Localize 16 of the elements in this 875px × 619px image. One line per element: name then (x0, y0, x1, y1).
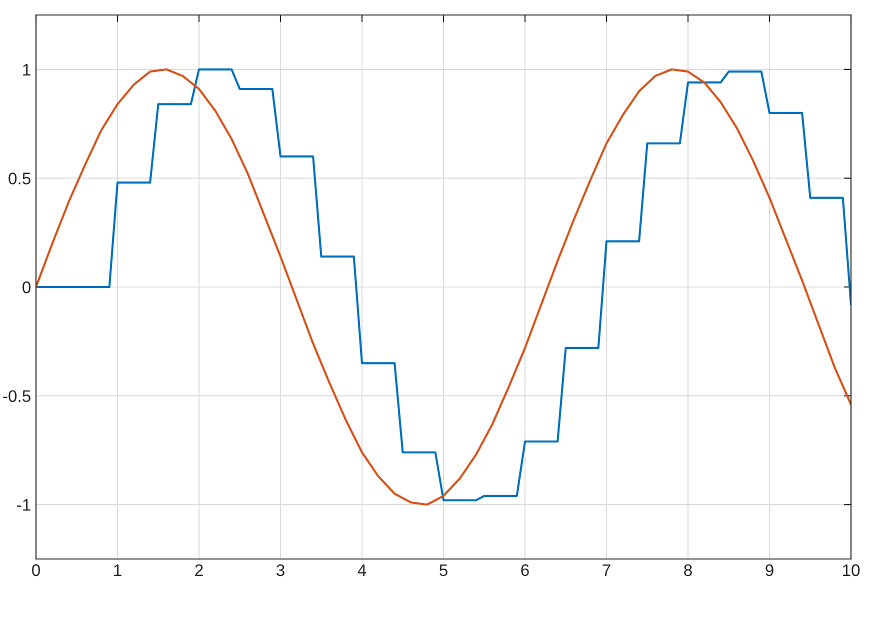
y-tick-label: -1 (17, 499, 30, 511)
x-tick-label: 0 (32, 564, 40, 576)
y-tick-label: 1 (23, 64, 30, 76)
y-tick-label: -0.5 (3, 390, 30, 402)
y-tick-label: 0 (22, 281, 30, 294)
x-tick-label: 2 (195, 564, 203, 576)
x-tick-label: 10 (843, 564, 860, 576)
x-tick-label: 6 (521, 564, 529, 576)
x-tick-label: 7 (602, 564, 610, 576)
x-tick-label: 5 (440, 564, 448, 576)
x-tick-label: 9 (766, 564, 774, 576)
x-tick-label: 3 (276, 564, 284, 576)
x-tick-label: 8 (684, 564, 692, 576)
y-tick-label: 0.5 (8, 172, 30, 184)
x-tick-label: 4 (358, 564, 366, 576)
x-tick-label: 1 (114, 564, 122, 576)
